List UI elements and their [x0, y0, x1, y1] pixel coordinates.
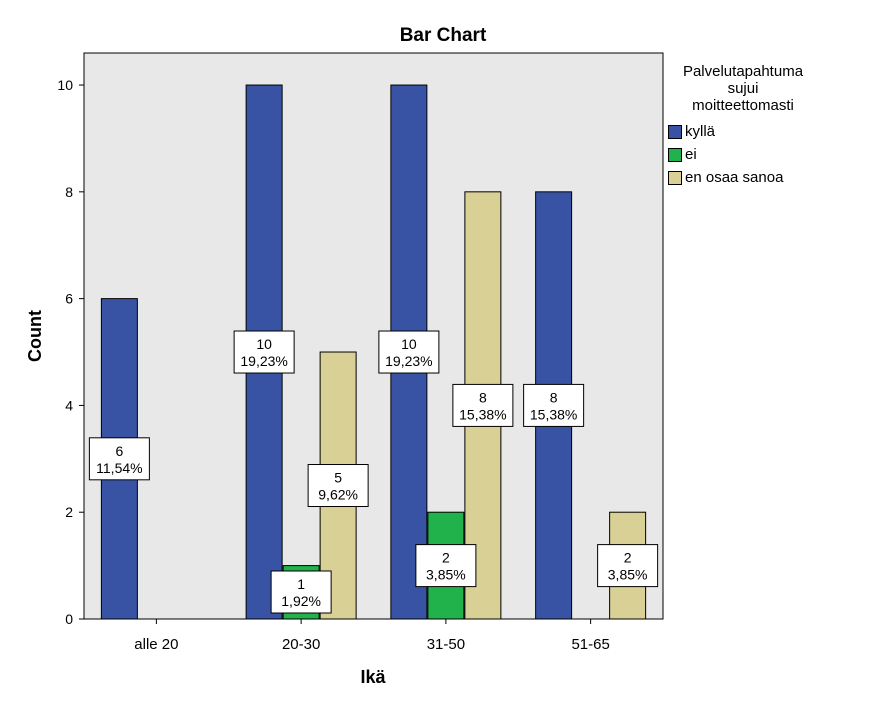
legend: Palvelutapahtuma sujui moitteettomasti k…: [668, 63, 878, 189]
data-label-percent: 19,23%: [385, 353, 432, 369]
x-tick-label: alle 20: [134, 636, 178, 653]
data-label-box: [270, 570, 332, 614]
data-label-count: 10: [401, 336, 417, 352]
legend-title-line: moitteettomasti: [692, 97, 794, 114]
y-tick-label: 0: [65, 611, 73, 627]
y-tick-label: 10: [57, 77, 73, 93]
data-label-percent: 19,23%: [240, 353, 287, 369]
x-axis-title: Ikä: [360, 667, 386, 687]
data-label-count: 2: [442, 550, 450, 566]
y-axis-title: Count: [25, 310, 45, 362]
data-label-count: 5: [334, 470, 342, 486]
legend-item-ei: ei: [668, 143, 878, 166]
data-label-percent: 3,85%: [426, 567, 466, 583]
legend-swatch: [668, 170, 682, 185]
legend-title: Palvelutapahtuma sujui moitteettomasti: [668, 63, 818, 114]
legend-label: en osaa sanoa: [685, 169, 784, 186]
data-label-box: [415, 544, 477, 588]
data-label: 815,38%: [452, 383, 514, 427]
legend-label: ei: [685, 146, 697, 163]
y-tick-label: 4: [65, 397, 73, 413]
legend-title-line: sujui: [727, 80, 759, 97]
data-label-box: [452, 383, 514, 427]
y-tick-label: 8: [65, 184, 73, 200]
data-label: 11,92%: [270, 570, 332, 614]
data-label-box: [88, 437, 150, 481]
chart-title: Bar Chart: [400, 25, 487, 46]
data-label-percent: 15,38%: [459, 406, 506, 422]
data-label-percent: 15,38%: [530, 406, 577, 422]
x-tick-label: 31-50: [427, 636, 465, 653]
data-label-count: 8: [550, 389, 558, 405]
legend-swatch: [668, 124, 682, 139]
data-label: 611,54%: [88, 437, 150, 481]
data-label-count: 10: [256, 336, 272, 352]
data-label: 59,62%: [307, 464, 369, 508]
legend-title-line: Palvelutapahtuma: [682, 63, 804, 80]
data-label-box: [597, 544, 659, 588]
data-label-percent: 9,62%: [318, 487, 358, 503]
data-label: 815,38%: [523, 383, 585, 427]
data-label-box: [233, 330, 295, 374]
data-label-box: [307, 464, 369, 508]
data-label-count: 2: [624, 550, 632, 566]
data-label-count: 6: [115, 443, 123, 459]
data-label-percent: 11,54%: [96, 460, 142, 476]
data-label-box: [378, 330, 440, 374]
data-label-percent: 3,85%: [608, 567, 648, 583]
y-tick-label: 2: [65, 504, 73, 520]
legend-item-kylla: kyllä: [668, 120, 878, 143]
data-label-count: 8: [479, 389, 487, 405]
legend-item-en-osaa-sanoa: en osaa sanoa: [668, 166, 878, 189]
data-label-percent: 1,92%: [281, 593, 321, 609]
data-label-count: 1: [297, 576, 305, 592]
y-tick-label: 6: [65, 291, 73, 307]
legend-label: kyllä: [685, 123, 716, 140]
legend-swatch: [668, 147, 682, 162]
x-tick-label: 51-65: [571, 636, 609, 653]
x-tick-label: 20-30: [282, 636, 320, 653]
data-label-box: [523, 383, 585, 427]
plot-area: [83, 52, 664, 620]
data-label: 23,85%: [597, 544, 659, 588]
data-label: 23,85%: [415, 544, 477, 588]
